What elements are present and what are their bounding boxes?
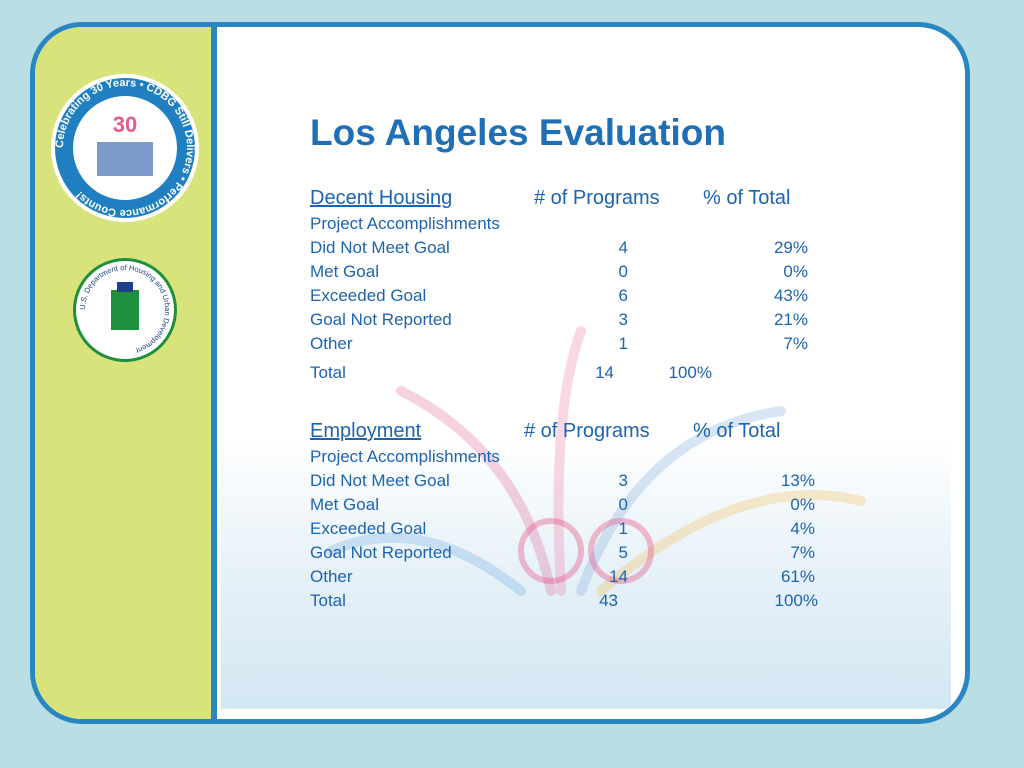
program-count: 6 <box>618 286 628 305</box>
row-label: Met Goal <box>310 262 379 281</box>
column-header: # of Programs <box>524 420 650 442</box>
percent-of-total: 61% <box>780 567 815 586</box>
total-label: Total <box>310 591 346 610</box>
row-label: Other <box>310 334 353 353</box>
row-label: Goal Not Reported <box>310 310 452 329</box>
program-count: 4 <box>618 238 628 257</box>
program-count: 14 <box>609 567 628 586</box>
row-label: Exceeded Goal <box>310 519 427 538</box>
content-area <box>221 31 951 709</box>
section-subheader: Project Accomplishments <box>310 214 500 233</box>
row-label: Exceeded Goal <box>310 286 427 305</box>
fireworks <box>326 326 866 596</box>
slide-frame <box>30 22 970 724</box>
section-subheader: Project Accomplishments <box>310 447 500 466</box>
row-label: Goal Not Reported <box>310 543 452 562</box>
percent-of-total: 0% <box>790 495 815 514</box>
total-percent: 100% <box>774 591 818 610</box>
row-label: Met Goal <box>310 495 379 514</box>
section-title: Decent Housing <box>310 187 453 209</box>
column-header: # of Programs <box>534 187 660 209</box>
percent-of-total: 13% <box>780 471 815 490</box>
percent-of-total: 7% <box>790 543 815 562</box>
column-header: % of Total <box>693 420 781 442</box>
slide-title: Los Angeles Evaluation <box>310 112 726 153</box>
percent-of-total: 0% <box>783 262 808 281</box>
percent-of-total: 4% <box>790 519 815 538</box>
program-count: 0 <box>618 495 628 514</box>
program-count: 1 <box>618 334 628 353</box>
row-label: Other <box>310 567 353 586</box>
column-header: % of Total <box>703 187 791 209</box>
program-count: 1 <box>618 519 628 538</box>
logos: Celebrating 30 Years • CDBG Still Delive… <box>51 74 199 362</box>
program-count: 3 <box>618 471 628 490</box>
percent-of-total: 29% <box>773 238 808 257</box>
total-count: 14 <box>595 363 614 382</box>
percent-of-total: 21% <box>773 310 808 329</box>
program-count: 5 <box>618 543 628 562</box>
row-label: Did Not Meet Goal <box>310 471 450 490</box>
percent-of-total: 43% <box>773 286 808 305</box>
program-count: 0 <box>618 262 628 281</box>
program-count: 3 <box>618 310 628 329</box>
row-label: Did Not Meet Goal <box>310 238 450 257</box>
section-title: Employment <box>310 420 422 442</box>
total-percent: 100% <box>668 363 712 382</box>
percent-of-total: 7% <box>783 334 808 353</box>
total-label: Total <box>310 363 346 382</box>
total-count: 43 <box>599 591 618 610</box>
cdbg-logo-number: 30 <box>113 112 137 137</box>
